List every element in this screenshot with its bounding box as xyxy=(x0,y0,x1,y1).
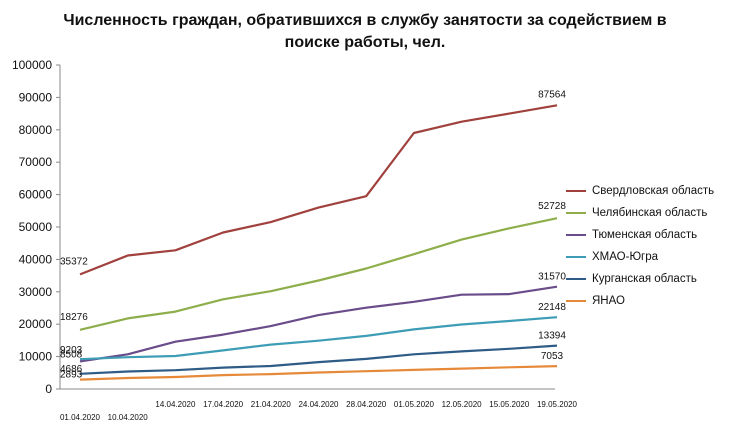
series-line xyxy=(79,365,558,381)
data-label: 7053 xyxy=(541,351,564,362)
y-tick-label: 30000 xyxy=(19,285,53,299)
y-tick-label: 100000 xyxy=(12,58,52,72)
y-tick-label: 20000 xyxy=(19,317,53,331)
legend-item: Тюменская область xyxy=(566,224,714,246)
legend-item: ХМАО-Югра xyxy=(566,246,714,268)
y-tick-label: 90000 xyxy=(19,90,53,104)
legend-item: Свердловская область xyxy=(566,180,714,202)
legend-label: Курганская область xyxy=(592,273,697,285)
y-tick-label: 80000 xyxy=(19,123,53,137)
x-tick-label: 15.05.2020 xyxy=(489,400,530,409)
x-tick-label: 12.05.2020 xyxy=(442,400,483,409)
data-label: 87564 xyxy=(538,89,566,100)
legend-item: Челябинская область xyxy=(566,202,714,224)
data-label: 9203 xyxy=(60,345,83,356)
y-tick-label: 10000 xyxy=(19,350,53,364)
chart-title-line-2: поиске работы, чел. xyxy=(284,34,446,51)
x-tick-label: 14.04.2020 xyxy=(155,400,196,409)
legend-swatch xyxy=(566,234,586,236)
data-label: 52728 xyxy=(538,201,566,212)
series-line xyxy=(79,285,558,363)
data-label: 4686 xyxy=(60,364,83,375)
legend-swatch xyxy=(566,256,586,258)
y-tick-label: 70000 xyxy=(19,155,53,169)
legend-label: Тюменская область xyxy=(592,229,698,241)
series-line xyxy=(79,316,558,361)
x-tick-label: 01.05.2020 xyxy=(394,400,435,409)
y-tick-label: 0 xyxy=(45,382,52,396)
x-tick-label: 24.04.2020 xyxy=(298,400,339,409)
series-line xyxy=(79,104,558,276)
x-tick-label: 28.04.2020 xyxy=(346,400,387,409)
x-tick-label: 19.05.2020 xyxy=(537,400,578,409)
data-label: 31570 xyxy=(538,272,566,283)
legend-swatch xyxy=(566,278,586,280)
legend-swatch xyxy=(566,212,586,214)
x-tick-label: 21.04.2020 xyxy=(251,400,292,409)
legend-item: ЯНАО xyxy=(566,290,714,312)
legend-swatch xyxy=(566,190,586,192)
x-tick-label: 01.04.2020 xyxy=(60,413,101,422)
y-tick-label: 60000 xyxy=(19,188,53,202)
legend-item: Курганская область xyxy=(566,268,714,290)
legend-label: Свердловская область xyxy=(592,185,715,197)
legend-label: ЯНАО xyxy=(592,295,625,307)
y-tick-label: 40000 xyxy=(19,252,53,266)
data-label: 22148 xyxy=(538,302,566,313)
data-label: 8508 xyxy=(60,349,83,360)
data-label: 2893 xyxy=(60,370,83,381)
chart-legend: Свердловская область Челябинская область Т… xyxy=(566,180,714,312)
legend-label: ХМАО-Югра xyxy=(592,251,659,263)
series-line xyxy=(79,217,558,331)
y-tick-label: 50000 xyxy=(19,220,53,234)
legend-swatch xyxy=(566,300,586,302)
data-label: 13394 xyxy=(538,331,566,342)
data-label: 35372 xyxy=(60,256,88,267)
x-tick-label: 10.04.2020 xyxy=(108,413,149,422)
legend-label: Челябинская область xyxy=(592,207,708,219)
data-label: 18276 xyxy=(60,312,88,323)
x-tick-label: 17.04.2020 xyxy=(203,400,244,409)
chart-title-line-1: Численность граждан, обратившихся в служ… xyxy=(63,12,667,29)
series-line xyxy=(79,344,558,375)
chart-title: Численность граждан, обратившихся в служ… xyxy=(40,10,690,54)
